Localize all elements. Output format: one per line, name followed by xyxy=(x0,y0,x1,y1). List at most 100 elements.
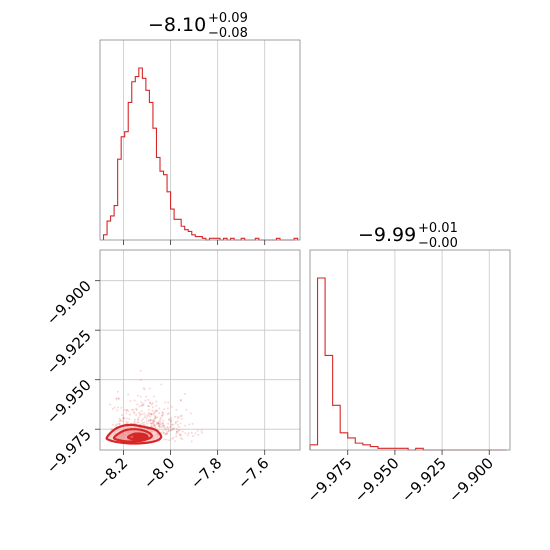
scatter-point xyxy=(157,422,160,425)
scatter-point xyxy=(147,408,150,411)
scatter-point xyxy=(159,418,162,421)
ticks-param1-marginal xyxy=(123,240,266,245)
scatter-point xyxy=(155,400,158,403)
scatter-point xyxy=(164,433,167,436)
scatter-point xyxy=(162,431,165,434)
scatter-point xyxy=(154,417,157,420)
scatter-point xyxy=(151,421,154,424)
scatter-point xyxy=(127,410,130,413)
scatter-point xyxy=(170,418,173,421)
scatter-point xyxy=(153,420,156,423)
scatter-point xyxy=(172,423,175,426)
scatter-point xyxy=(179,437,182,440)
scatter-point xyxy=(180,434,183,437)
grid-param1-marginal xyxy=(123,40,266,240)
scatter-point xyxy=(179,415,182,418)
title-param1-lower: −0.08 xyxy=(208,26,248,41)
scatter-point xyxy=(141,404,144,407)
scatter-point xyxy=(178,425,181,428)
frame-param1-marginal xyxy=(99,39,301,241)
scatter-point xyxy=(125,412,128,415)
scatter-point xyxy=(168,419,171,422)
scatter-point xyxy=(155,423,158,426)
title-param2-upper: +0.01 xyxy=(418,221,458,236)
scatter-point xyxy=(149,401,152,404)
scatter-point xyxy=(151,402,154,405)
scatter-point xyxy=(159,416,162,419)
scatter-point xyxy=(194,432,197,435)
scatter-point xyxy=(158,422,161,425)
scatter-point xyxy=(175,408,178,411)
scatter-point xyxy=(166,407,169,410)
scatter-point xyxy=(141,422,144,425)
scatter-point xyxy=(152,419,155,422)
scatter-point xyxy=(142,387,145,390)
scatter-point xyxy=(165,430,168,433)
scatter-point xyxy=(169,428,172,431)
scatter-point xyxy=(161,422,164,425)
scatter-point xyxy=(147,419,150,422)
scatter-point xyxy=(163,408,166,411)
grid-param2-marginal xyxy=(347,250,490,450)
title-param2: −9.99 +0.01 −0.00 xyxy=(358,217,463,251)
scatter-point xyxy=(172,436,175,439)
grid-joint-density xyxy=(100,250,300,450)
scatter-point xyxy=(128,418,131,421)
scatter-point xyxy=(176,431,179,434)
scatter-point xyxy=(116,423,119,426)
scatter-point xyxy=(121,420,124,423)
scatter-point xyxy=(158,419,161,422)
scatter-point xyxy=(153,424,156,427)
scatter-point xyxy=(126,408,129,411)
scatter-point xyxy=(169,429,172,432)
tick-label-x: −9.900 xyxy=(445,454,497,506)
scatter-point xyxy=(127,393,130,396)
scatter-point xyxy=(119,418,122,421)
scatter-point xyxy=(168,418,171,421)
scatter-point xyxy=(165,438,168,441)
scatter-point xyxy=(142,421,145,424)
histogram-param1 xyxy=(102,67,299,241)
scatter-point xyxy=(171,437,174,440)
scatter-point xyxy=(139,414,142,417)
scatter-point xyxy=(138,411,141,414)
tick-label-y: −9.950 xyxy=(43,376,95,428)
scatter-point xyxy=(175,430,178,433)
scatter-point xyxy=(140,401,143,404)
scatter-point xyxy=(170,420,173,423)
scatter-point xyxy=(170,416,173,419)
scatter-point xyxy=(118,422,121,425)
scatter-point xyxy=(159,420,162,423)
scatter-point xyxy=(154,409,157,412)
scatter-point xyxy=(190,440,193,443)
scatter-point xyxy=(179,399,182,402)
scatter-point xyxy=(181,438,184,441)
scatter-point xyxy=(150,403,153,406)
scatter-point xyxy=(175,430,178,433)
tick-label-x: −8.0 xyxy=(140,454,178,492)
scatter-point xyxy=(170,426,173,429)
scatter-point xyxy=(159,423,162,426)
scatter-point xyxy=(111,423,114,426)
scatter-point xyxy=(158,425,161,428)
scatter-point xyxy=(143,388,146,391)
scatter-point xyxy=(147,419,150,422)
scatter-point xyxy=(178,432,181,435)
scatter-point xyxy=(133,420,136,423)
scatter-point xyxy=(116,409,119,412)
scatter-point xyxy=(158,425,161,428)
scatter-point xyxy=(142,423,145,426)
scatter-point xyxy=(175,432,178,435)
scatter-point xyxy=(155,410,158,413)
scatter-point xyxy=(144,399,147,402)
scatter-point xyxy=(176,420,179,423)
scatter-point xyxy=(153,423,156,426)
scatter-point xyxy=(135,408,138,411)
tick-label-y: −9.925 xyxy=(43,326,95,378)
scatter-point xyxy=(136,403,139,406)
scatter-point xyxy=(176,415,179,418)
scatter-point xyxy=(175,435,178,438)
scatter-point xyxy=(140,419,143,422)
scatter-point xyxy=(161,412,164,415)
